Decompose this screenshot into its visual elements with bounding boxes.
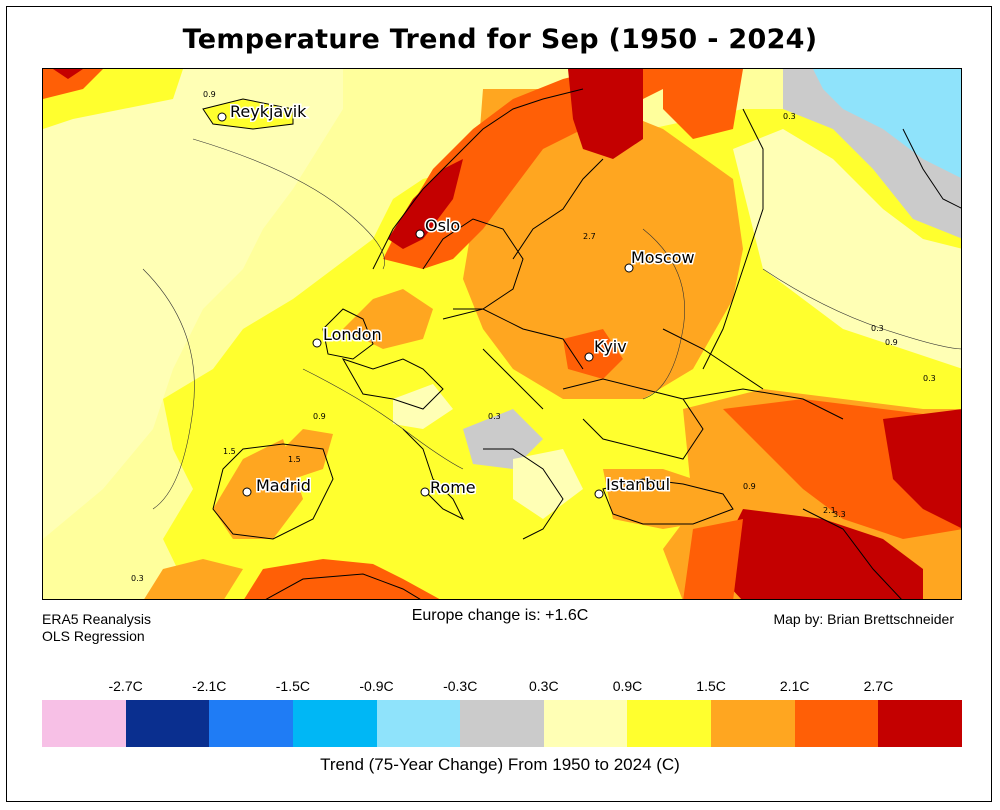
morocco-orange-region: [144, 559, 243, 599]
city-label: London: [323, 325, 382, 344]
colorbar-swatch: [376, 700, 461, 747]
city-label: Rome: [430, 478, 476, 497]
city-dot: [420, 487, 430, 497]
contour-label: 0.9: [203, 90, 216, 99]
colorbar: [42, 700, 963, 747]
colorbar-label: Trend (75-Year Change) From 1950 to 2024…: [320, 755, 680, 774]
temperature-trend-map: 0.9 0.3 0.3 0.9 0.3 0.9 1.5 1.5 0.3 0.9 …: [42, 68, 962, 600]
method-line: OLS Regression: [42, 628, 145, 644]
britain-orange-patch: [343, 289, 433, 349]
colorbar-swatch: [794, 700, 879, 747]
turkey-orange-region: [603, 469, 723, 529]
map-credit: Map by: Brian Brettschneider: [773, 611, 954, 627]
colorbar-ticks: -2.7C -2.1C -1.5C -0.9C -0.3C 0.3C 0.9C …: [0, 678, 1000, 698]
city-dot: [415, 229, 425, 239]
colorbar-tick: -1.5C: [275, 678, 311, 694]
city-dot: [624, 263, 634, 273]
contour-label: 0.3: [783, 112, 796, 121]
contour-lines: [142, 138, 961, 510]
greenland-edge-region: [43, 69, 103, 99]
country-borders: [212, 88, 961, 599]
contour-label: 0.3: [923, 374, 936, 383]
contour-labels: 0.9 0.3 0.3 0.9 0.3 0.9 1.5 1.5 0.3 0.9 …: [131, 90, 936, 583]
city-label: Kyiv: [594, 337, 627, 356]
contour-label: 0.3: [488, 412, 501, 421]
eastern-europe-orange-region: [463, 89, 743, 399]
contour-label: 3.3: [833, 510, 846, 519]
city-dot: [584, 352, 594, 362]
city-dot: [594, 489, 604, 499]
city-label: Oslo: [425, 216, 460, 235]
city-madrid: Madrid: [242, 475, 312, 497]
colorbar-swatch: [711, 700, 795, 747]
data-source-note: ERA5 Reanalysis OLS Regression: [42, 611, 151, 645]
source-line: ERA5 Reanalysis: [42, 611, 151, 627]
arctic-russia-orange: [663, 69, 743, 139]
contour-label: 1.5: [288, 455, 301, 464]
kola-hot-spot: [568, 69, 643, 159]
city-label: Moscow: [631, 248, 695, 267]
city-moscow: Moscow: [624, 247, 696, 273]
arabia-hot-region: [713, 509, 923, 599]
city-label: Madrid: [256, 476, 311, 495]
iran-hot-spot: [883, 409, 961, 528]
atlantic-ocean-region: [43, 69, 343, 539]
colorbar-swatch: [292, 700, 377, 747]
colorbar-tick: -2.1C: [192, 678, 227, 694]
colorbar-swatch: [209, 700, 293, 747]
city-rome: Rome: [420, 477, 477, 499]
city-london: London: [312, 324, 383, 348]
colorbar-swatch: [627, 700, 712, 747]
colorbar-swatch: [878, 700, 963, 747]
balkan-pale-patch: [513, 449, 583, 519]
city-dot: [242, 487, 252, 497]
norway-hot-spot: [388, 159, 463, 249]
siberia-cold-region: [813, 69, 961, 178]
contour-label: 0.9: [743, 482, 756, 491]
colorbar-tick: 0.9C: [612, 678, 643, 694]
contour-label: 0.9: [885, 338, 898, 347]
iberia-orange-patch: [283, 429, 333, 479]
city-markers: Reykjavik Oslo Moscow London Kyiv Madrid: [217, 101, 696, 499]
contour-label: 2.1: [823, 506, 836, 515]
europe-summary: Europe change is: +1.6C: [411, 607, 589, 624]
north-africa-orange-region: [244, 559, 440, 599]
map-title: Temperature Trend for Sep (1950 - 2024): [182, 24, 818, 55]
alps-pale-patch: [393, 384, 453, 429]
city-kyiv: Kyiv: [584, 336, 628, 362]
city-istanbul: Istanbul: [594, 474, 672, 499]
city-dot: [312, 338, 322, 348]
greenland-hot-spot: [53, 69, 83, 79]
colorbar-swatch: [125, 700, 210, 747]
colorbar-swatch: [42, 700, 126, 747]
iceland-landmass: [202, 98, 294, 130]
colorbar-tick: 1.5C: [696, 678, 726, 694]
colorbar-swatch: [543, 700, 628, 747]
colorbar-tick: -0.3C: [443, 678, 478, 694]
levant-orange-region: [683, 519, 743, 599]
colorbar-tick: -2.7C: [108, 678, 143, 694]
city-oslo: Oslo: [415, 215, 462, 239]
kazakh-pale-region: [733, 129, 961, 369]
contour-label: 2.7: [583, 232, 596, 241]
colorbar-tick: 0.3C: [529, 678, 559, 694]
colorbar-tick: 2.1C: [779, 678, 810, 694]
figure-frame: [6, 6, 992, 802]
city-dot: [217, 112, 227, 122]
city-label: Reykjavik: [230, 102, 307, 121]
spain-orange-region: [213, 439, 303, 539]
contour-label: 0.3: [871, 324, 884, 333]
city-reykjavik: Reykjavik: [217, 101, 309, 123]
colorbar-tick: -0.9C: [359, 678, 394, 694]
balkan-gray-patch: [463, 409, 543, 469]
contour-label: 0.9: [313, 412, 326, 421]
contour-label: 0.3: [131, 574, 144, 583]
kyiv-orange-patch: [563, 329, 623, 379]
colorbar-tick: 2.7C: [863, 678, 894, 694]
colorbar-swatch: [460, 700, 544, 747]
city-label: Istanbul: [606, 475, 670, 494]
contour-label: 1.5: [223, 447, 236, 456]
